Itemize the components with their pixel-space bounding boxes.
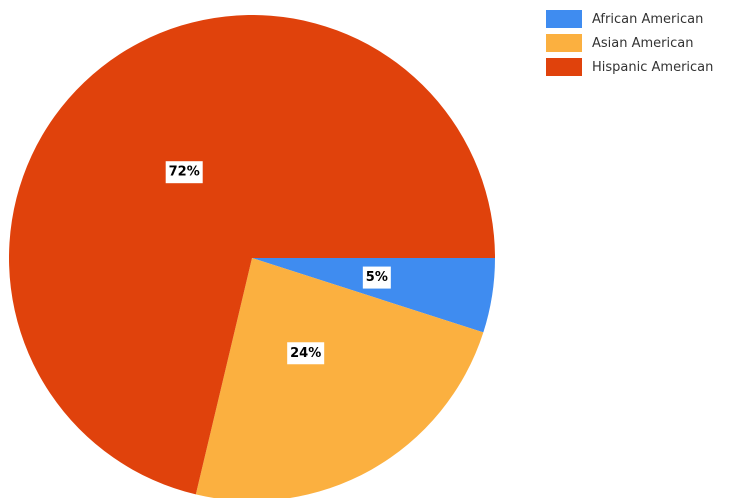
- pie-slice-asian-american[interactable]: [195, 258, 484, 498]
- data-label-box-asian-american: [287, 342, 325, 365]
- data-label-box-hispanic-american: [165, 161, 203, 184]
- chart-legend: African American Asian American Hispanic…: [546, 8, 755, 80]
- legend-item-asian-american[interactable]: Asian American: [546, 32, 755, 54]
- data-label-hispanic-american: 72%: [165, 161, 203, 184]
- legend-item-african-american[interactable]: African American: [546, 8, 755, 30]
- pie-slice-hispanic-american[interactable]: [8, 15, 496, 495]
- legend-swatch-african-american: [546, 10, 582, 28]
- legend-label-asian-american: Asian American: [592, 35, 694, 51]
- data-label-african-american: 5%: [362, 266, 391, 289]
- data-label-text-hispanic-american: 72%: [169, 165, 200, 180]
- data-label-text-african-american: 5%: [366, 270, 388, 285]
- data-label-box-african-american: [362, 266, 391, 289]
- pie-chart: 5% 24% 72%: [8, 15, 496, 498]
- legend-label-african-american: African American: [592, 11, 704, 27]
- data-label-text-asian-american: 24%: [290, 346, 321, 361]
- legend-label-hispanic-american: Hispanic American: [592, 59, 714, 75]
- pie-chart-svg: 5% 24% 72%: [8, 15, 496, 498]
- data-label-asian-american: 24%: [287, 342, 325, 365]
- legend-swatch-asian-american: [546, 34, 582, 52]
- pie-slice-african-american[interactable]: [252, 258, 495, 333]
- legend-item-hispanic-american[interactable]: Hispanic American: [546, 56, 755, 78]
- legend-swatch-hispanic-american: [546, 58, 582, 76]
